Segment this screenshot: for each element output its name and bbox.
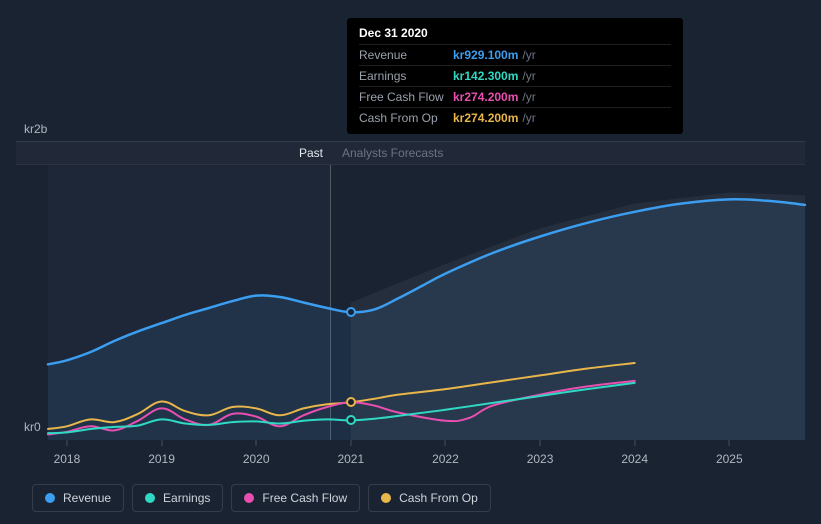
x-tick-label: 2021 — [337, 452, 364, 466]
x-tick-mark — [729, 440, 730, 446]
tooltip-row: Free Cash Flowkr274.200m/yr — [359, 86, 671, 107]
forecast-label: Analysts Forecasts — [342, 146, 443, 160]
tooltip-row-label: Revenue — [359, 48, 453, 62]
x-tick-mark — [634, 440, 635, 446]
tooltip-date: Dec 31 2020 — [359, 26, 671, 40]
tooltip-row-value: kr929.100m — [453, 48, 518, 62]
x-tick-mark — [161, 440, 162, 446]
x-tick-mark — [445, 440, 446, 446]
tooltip-row-label: Cash From Op — [359, 111, 453, 125]
x-tick-mark — [256, 440, 257, 446]
legend-dot-icon — [145, 493, 155, 503]
chart-lines-svg — [48, 165, 805, 440]
legend-label: Cash From Op — [399, 491, 478, 505]
cfo-hover-marker — [346, 397, 356, 407]
legend-dot-icon — [381, 493, 391, 503]
plot-area[interactable] — [48, 165, 805, 440]
tooltip-row: Cash From Opkr274.200m/yr — [359, 107, 671, 128]
tooltip-row-suffix: /yr — [522, 69, 535, 83]
tooltip-row-label: Free Cash Flow — [359, 90, 453, 104]
tooltip-row-value: kr274.200m — [453, 90, 518, 104]
legend-label: Free Cash Flow — [262, 491, 347, 505]
x-tick-label: 2020 — [243, 452, 270, 466]
revenue-legend[interactable]: Revenue — [32, 484, 124, 512]
chart-legend: Revenue Earnings Free Cash Flow Cash From O… — [32, 484, 491, 512]
x-tick-label: 2022 — [432, 452, 459, 466]
past-forecast-divider: Past Analysts Forecasts — [16, 141, 805, 165]
earnings-revenue-chart: kr2b kr0 Past Analysts Forecasts 2018201… — [16, 0, 805, 524]
legend-dot-icon — [45, 493, 55, 503]
x-axis: 2018 2019 2020 2021 2022 2023 2024 2025 — [48, 446, 805, 466]
tooltip-row-suffix: /yr — [522, 111, 535, 125]
x-tick-mark — [66, 440, 67, 446]
y-axis-bottom-label: kr0 — [24, 420, 41, 434]
x-tick-label: 2019 — [148, 452, 175, 466]
x-tick-label: 2023 — [527, 452, 554, 466]
tooltip-row-value: kr274.200m — [453, 111, 518, 125]
legend-dot-icon — [244, 493, 254, 503]
earnings-hover-marker — [346, 415, 356, 425]
tooltip-row-suffix: /yr — [522, 48, 535, 62]
earnings-legend[interactable]: Earnings — [132, 484, 223, 512]
cfo-legend[interactable]: Cash From Op — [368, 484, 491, 512]
tooltip-row: Revenuekr929.100m/yr — [359, 44, 671, 65]
tooltip-row-suffix: /yr — [522, 90, 535, 104]
hover-tooltip: Dec 31 2020 Revenuekr929.100m/yrEarnings… — [347, 18, 683, 134]
forecast-band — [351, 193, 805, 441]
revenue-hover-marker — [346, 307, 356, 317]
past-label: Past — [299, 146, 323, 160]
tooltip-row-value: kr142.300m — [453, 69, 518, 83]
x-tick-label: 2024 — [621, 452, 648, 466]
tooltip-row-label: Earnings — [359, 69, 453, 83]
tooltip-row: Earningskr142.300m/yr — [359, 65, 671, 86]
x-tick-label: 2025 — [716, 452, 743, 466]
fcf-legend[interactable]: Free Cash Flow — [231, 484, 360, 512]
legend-label: Earnings — [163, 491, 210, 505]
x-tick-mark — [350, 440, 351, 446]
x-tick-label: 2018 — [54, 452, 81, 466]
y-axis-top-label: kr2b — [24, 122, 47, 136]
x-tick-mark — [540, 440, 541, 446]
legend-label: Revenue — [63, 491, 111, 505]
